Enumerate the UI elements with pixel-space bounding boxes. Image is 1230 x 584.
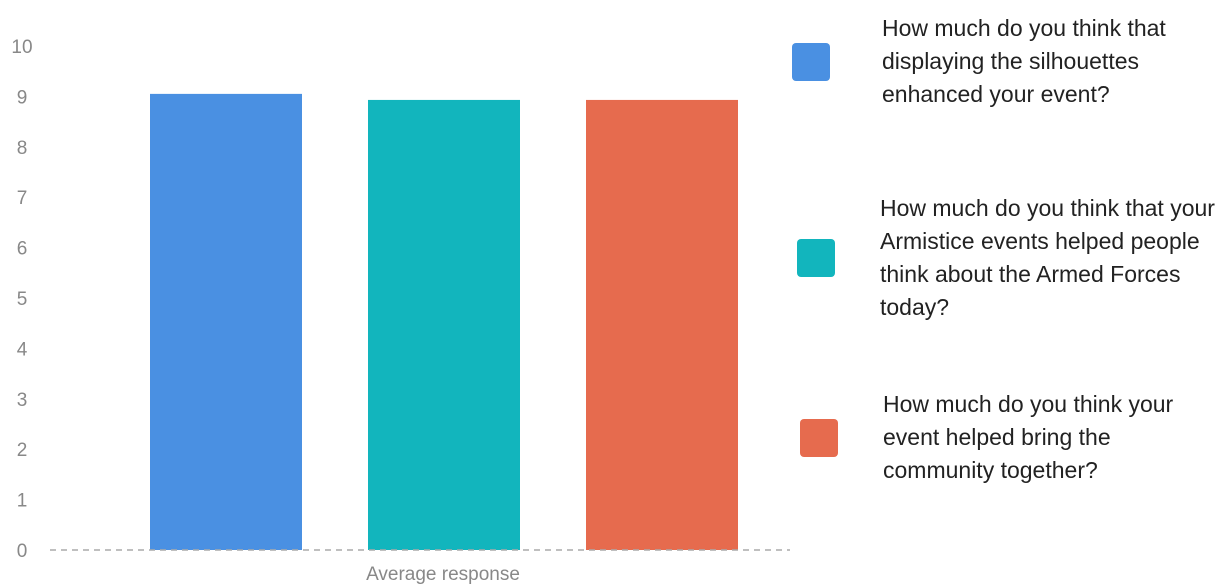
y-tick-label: 7: [17, 188, 28, 209]
y-tick-label: 6: [17, 239, 28, 260]
y-tick-label: 10: [11, 37, 32, 58]
y-tick-label: 8: [17, 138, 28, 159]
y-tick-label: 4: [17, 339, 28, 360]
y-tick-label: 2: [17, 440, 28, 461]
bar-series-3[interactable]: [586, 99, 738, 550]
y-tick-label: 1: [17, 491, 28, 512]
legend-item-1[interactable]: How much do you think that displaying th…: [792, 12, 1182, 111]
legend: How much do you think that displaying th…: [790, 0, 1230, 584]
y-tick-label: 3: [17, 390, 28, 411]
legend-label-1: How much do you think that displaying th…: [882, 15, 1166, 107]
x-category-label: Average response: [366, 564, 520, 584]
legend-item-3[interactable]: How much do you think your event helped …: [800, 388, 1223, 487]
y-axis: 0 1 2 3 4 5 6 7 8 9 10: [11, 37, 32, 562]
legend-label-2: How much do you think that your Armistic…: [880, 195, 1215, 320]
legend-swatch-1: [792, 42, 830, 81]
bar-series-2[interactable]: [368, 99, 520, 550]
legend-label-3: How much do you think your event helped …: [883, 391, 1174, 483]
y-tick-label: 9: [17, 87, 28, 108]
legend-item-2[interactable]: How much do you think that your Armistic…: [797, 192, 1220, 324]
legend-swatch-3: [800, 418, 838, 457]
y-tick-label: 0: [17, 541, 28, 562]
bar-series-1[interactable]: [150, 93, 302, 550]
legend-swatch-2: [797, 239, 835, 277]
bar-chart: 0 1 2 3 4 5 6 7 8 9 10 Average response: [11, 37, 790, 584]
bars: [150, 93, 738, 550]
y-tick-label: 5: [17, 289, 28, 310]
